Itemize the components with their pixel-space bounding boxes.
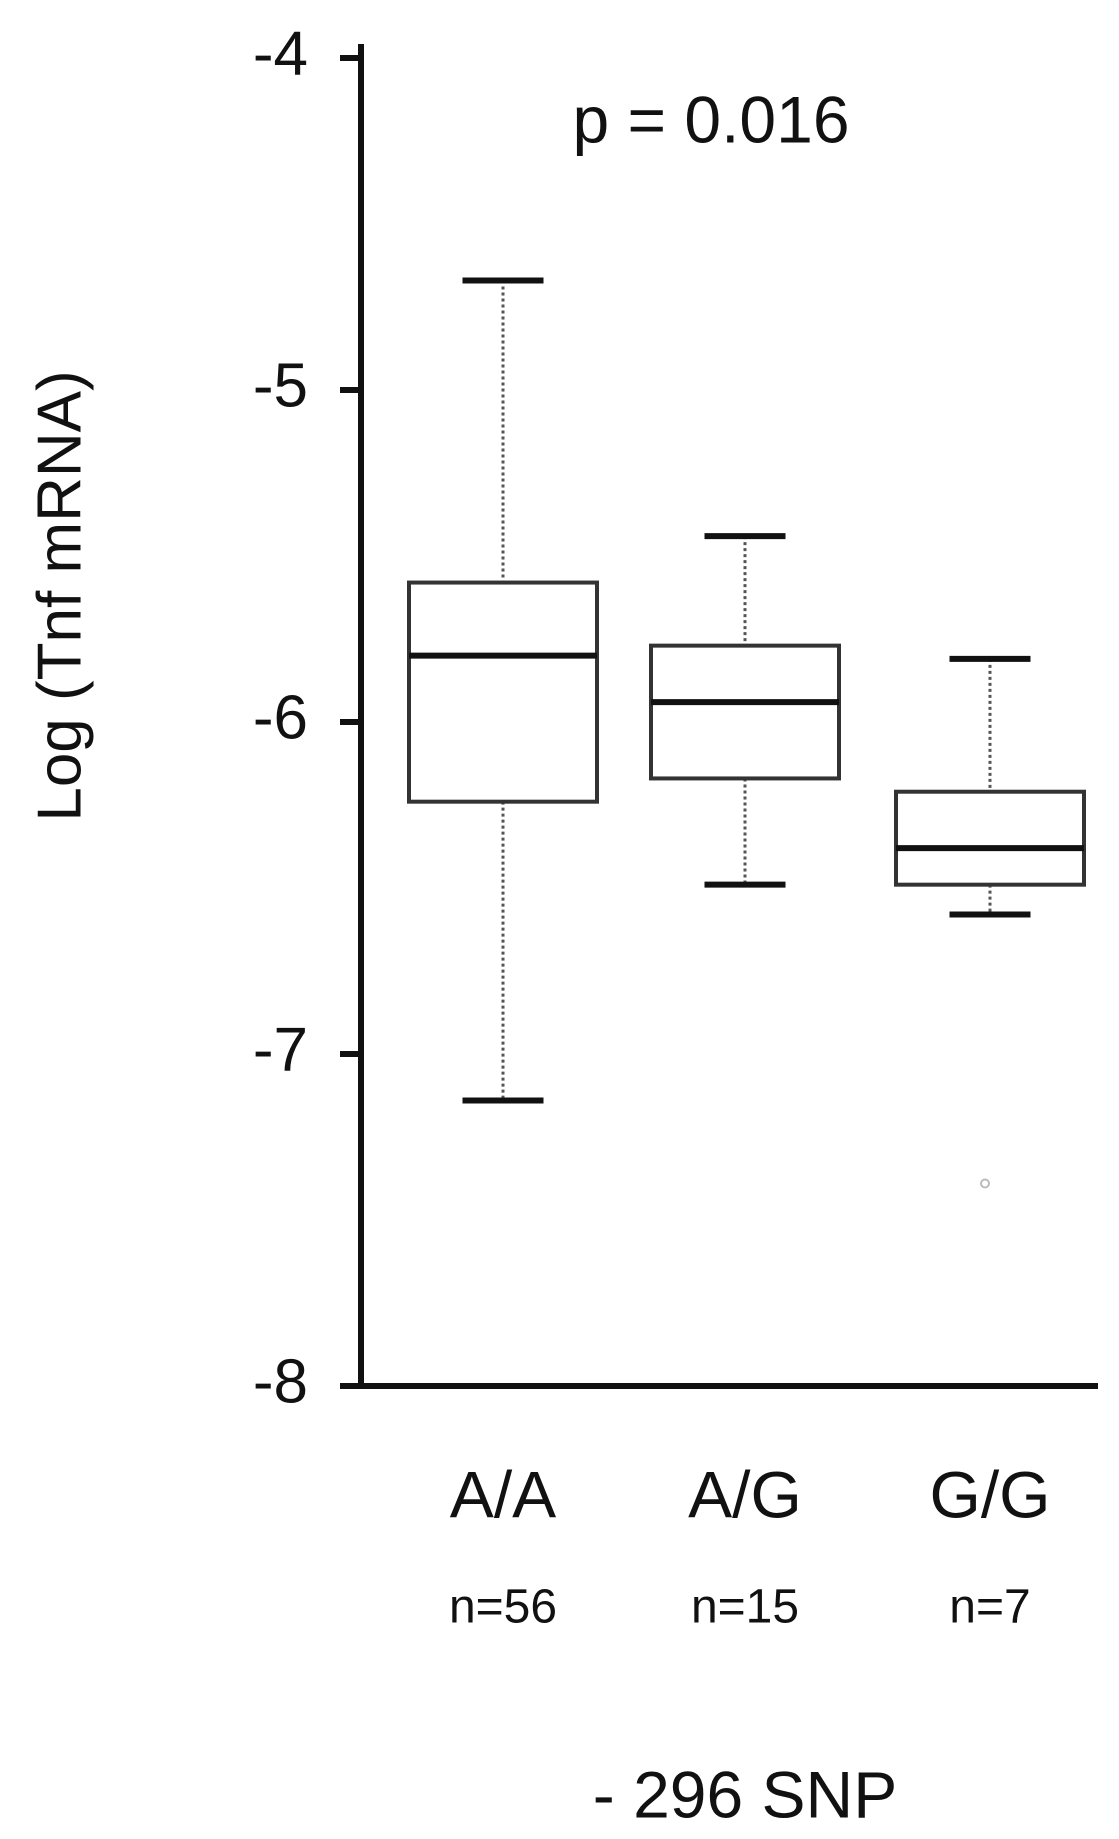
box xyxy=(894,789,1086,887)
y-tick-label: -6 xyxy=(253,683,308,752)
outlier xyxy=(980,1178,990,1189)
sample-size-label: n=56 xyxy=(449,1581,557,1634)
x-axis-label: - 296 SNP xyxy=(593,1757,897,1831)
y-tick-label: -4 xyxy=(253,19,308,88)
y-tick-label: -7 xyxy=(253,1015,308,1084)
x-tick-label: A/G xyxy=(688,1457,802,1531)
box xyxy=(407,580,599,804)
p-value-annotation: p = 0.016 xyxy=(572,82,849,156)
x-tick-label: A/A xyxy=(450,1457,556,1531)
y-axis-label: Log (Tnf mRNA) xyxy=(25,370,94,821)
sample-size-label: n=15 xyxy=(691,1581,799,1634)
x-tick-label: G/G xyxy=(929,1457,1050,1531)
y-tick-label: -5 xyxy=(253,351,308,420)
box xyxy=(649,643,841,781)
y-tick-label: -8 xyxy=(253,1347,308,1416)
sample-size-label: n=7 xyxy=(949,1581,1030,1634)
